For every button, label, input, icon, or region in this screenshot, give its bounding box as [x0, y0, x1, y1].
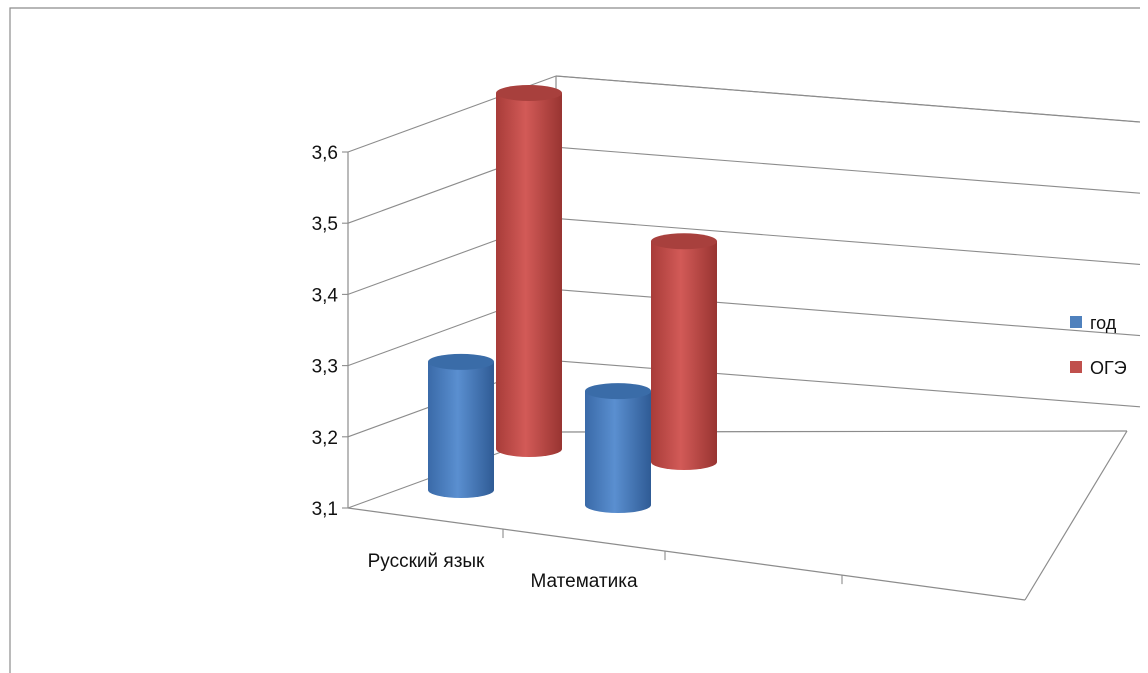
floor-front-edge	[347, 507, 1026, 601]
bar-top	[651, 233, 717, 250]
legend-swatch-oge	[1070, 361, 1082, 373]
y-tick-label-4: 3,5	[312, 214, 338, 235]
bars	[428, 85, 717, 513]
bar-top	[496, 85, 562, 101]
bar-top	[585, 383, 651, 400]
bar-год-русский-язык	[428, 353, 494, 498]
bar-огэ-математика	[651, 233, 717, 470]
gridline-back-5	[555, 75, 1141, 123]
legend-label-oge: ОГЭ	[1090, 358, 1127, 378]
gridline-back-2	[555, 289, 1141, 337]
y-tick-label-3: 3,4	[312, 285, 339, 306]
gridline-back-4	[555, 146, 1141, 194]
y-axis-ticks: 3,1 3,2 3,3 3,4 3,5 3,6	[312, 143, 348, 520]
floor-right-edge	[1024, 430, 1128, 601]
x-tick-label-русский-язык: Русский язык	[368, 551, 485, 572]
legend-label-god: год	[1090, 313, 1117, 333]
gridline-back-3	[555, 217, 1141, 265]
plot-walls	[347, 75, 1141, 601]
y-tick-label-5: 3,6	[312, 143, 338, 164]
bar-body	[651, 241, 717, 470]
bar-top	[428, 353, 494, 370]
y-tick-label-0: 3,1	[312, 499, 338, 520]
chart-border	[9, 7, 1140, 673]
bar-огэ-русский-язык	[496, 85, 562, 457]
y-tick-label-1: 3,2	[312, 428, 338, 449]
x-axis-ticks: Русский язык Математика	[368, 529, 843, 592]
legend-swatch-god	[1070, 316, 1082, 328]
y-tick-label-2: 3,3	[312, 357, 338, 378]
bar-body	[496, 93, 562, 457]
legend: год ОГЭ	[1070, 313, 1127, 378]
bar-body	[585, 391, 651, 513]
bar-год-математика	[585, 383, 651, 513]
x-tick-label-математика: Математика	[530, 571, 638, 592]
bar-body	[428, 361, 494, 498]
